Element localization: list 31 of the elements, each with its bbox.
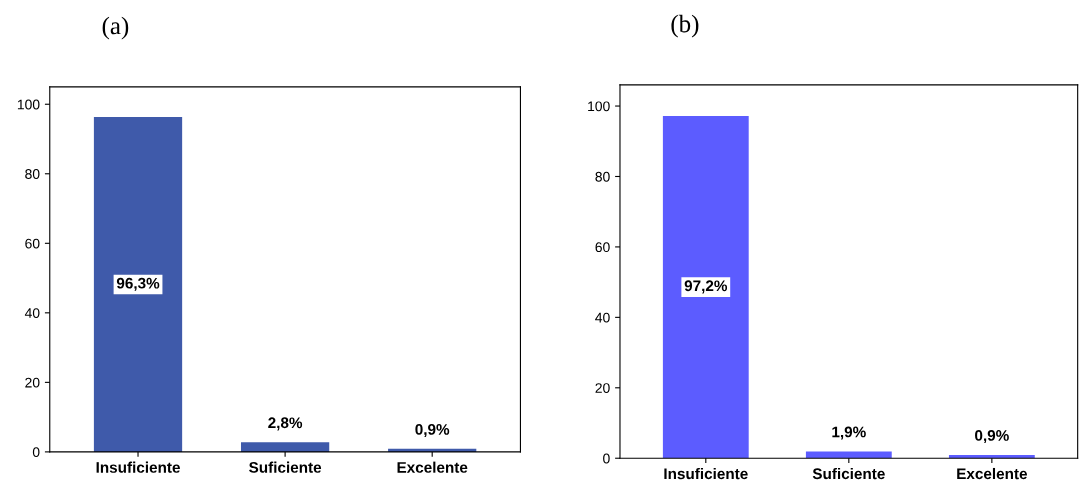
data-label: 0,9% [415,423,450,437]
y-tick-label: 80 [595,171,610,182]
x-tick-label: Suficiente [812,467,885,480]
y-tick-label: 40 [595,312,610,323]
y-tick-label: 20 [595,383,610,393]
data-label: 2,8% [268,417,303,431]
data-label: 1,9% [832,426,866,440]
x-tick-label: Insuficiente [96,461,180,473]
y-tick-label: 60 [595,242,610,253]
y-tick-label: 20 [25,377,40,388]
x-tick-label: Excelente [397,461,468,473]
y-tick-label: 60 [25,238,40,249]
data-label: 97,2% [684,280,728,294]
y-tick-label: 0 [32,447,40,458]
chart-title: (b) [671,14,699,38]
y-tick-label: 100 [17,99,40,110]
y-tick-label: 40 [24,308,40,318]
bar [948,455,1035,459]
x-tick-label: Excelente [957,467,1028,480]
x-tick-label: Suficiente [249,461,322,473]
bar [240,442,330,452]
data-label: 96,3% [116,277,160,291]
y-tick-label: 100 [588,101,610,112]
x-tick-label: Insuficiente [664,467,748,480]
y-tick-label: 80 [25,169,40,179]
chart-title: (a) [102,16,129,40]
bar [805,451,892,459]
data-label: 0,9% [975,430,1009,444]
bar [93,117,183,452]
y-tick-label: 0 [603,453,610,464]
bar [662,115,749,459]
